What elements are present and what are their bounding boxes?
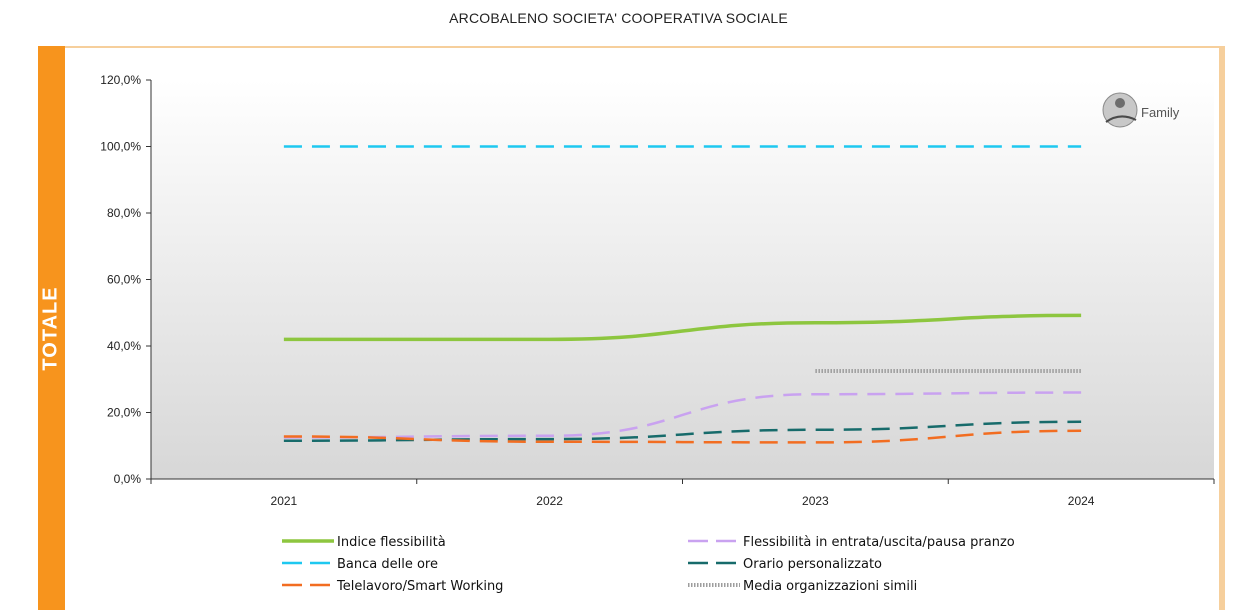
x-tick-label: 2024 [1068, 494, 1095, 508]
legend-label: Flessibilità in entrata/uscita/pausa pra… [743, 535, 1015, 550]
family-logo-swoosh [1105, 115, 1137, 123]
legend: Indice flessibilità Flessibilità in entra… [282, 535, 1015, 594]
legend-label: Telelavoro/Smart Working [336, 579, 503, 594]
x-tick-label: 2022 [536, 494, 563, 508]
plot-area [151, 80, 1214, 479]
family-logo-figure [1115, 98, 1125, 108]
y-tick-label: 0,0% [114, 472, 142, 486]
series-line [283, 391, 1082, 439]
series-line [283, 420, 1082, 443]
legend-label: Indice flessibilità [337, 535, 446, 550]
y-tick-label: 40,0% [107, 339, 141, 353]
page-title: ARCOBALENO SOCIETA' COOPERATIVA SOCIALE [449, 10, 788, 26]
family-logo: Family [1102, 92, 1180, 128]
legend-label: Banca delle ore [337, 557, 438, 572]
y-tick-label: 120,0% [100, 73, 141, 87]
x-tick-label: 2023 [802, 494, 829, 508]
x-tick-label: 2021 [271, 494, 298, 508]
series-layer [283, 145, 1082, 444]
axes: 0,0% 20,0% 40,0% 60,0% 80,0% 100,0% 120,0% 2021… [100, 73, 1215, 508]
series-line [283, 313, 1082, 342]
y-tick-label: 100,0% [100, 140, 141, 154]
y-tick-label: 60,0% [107, 273, 141, 287]
y-tick-label: 20,0% [107, 406, 141, 420]
series-line [283, 429, 1082, 444]
legend-label: Media organizzazioni simili [743, 579, 917, 594]
legend-label: Orario personalizzato [743, 557, 882, 572]
y-tick-label: 80,0% [107, 206, 141, 220]
side-band [38, 46, 65, 610]
family-logo-text: Family [1141, 105, 1180, 120]
